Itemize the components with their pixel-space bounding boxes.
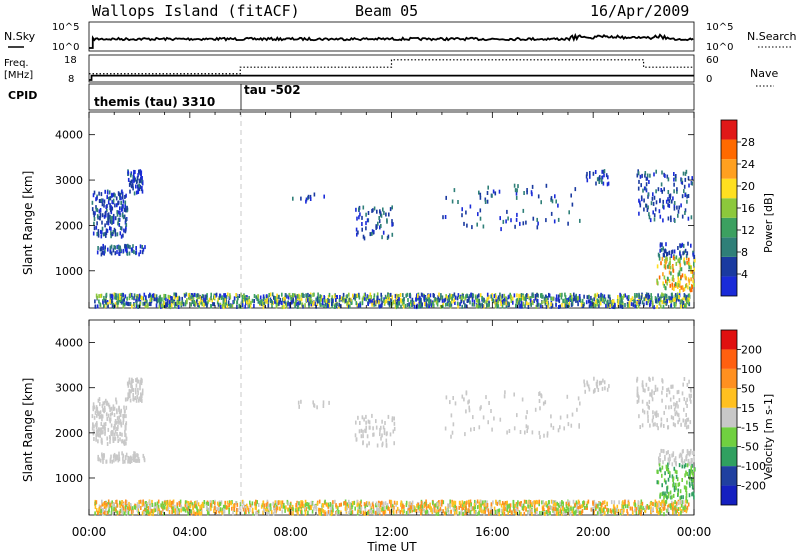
range-tick-label: 1000 [55,472,83,485]
beam-title: Beam 05 [355,2,418,20]
colorbar-swatch [721,349,737,369]
freq-tick-top: 18 [64,55,77,66]
frequency-panel: Freq. [MHz] 18 8 60 0 Nave [4,54,778,87]
colorbar-swatch [721,159,737,179]
velocity-colorbar: 200 100 50 15 -15 -50 -100 -200 [720,329,766,506]
velocity-panel: 1000 2000 3000 4000 Slant Range [km] 200 100… [21,319,775,554]
noise-panel: N.Sky 10^5 10^0 10^5 10^0 N.Search [4,21,797,53]
colorbar-swatch [721,330,737,350]
power-scatter [91,169,696,310]
time-tick-label: 08:00 [273,525,308,539]
colorbar-tick-label: 24 [741,158,755,171]
time-tick-label: 16:00 [475,525,510,539]
freq-label: Freq. [4,58,29,69]
colorbar-tick-label: 20 [741,180,755,193]
colorbar-tick-label: 8 [741,246,748,259]
colorbar-tick-label: 200 [741,343,762,356]
colorbar-swatch [721,485,737,505]
colorbar-swatch [721,466,737,486]
colorbar-swatch [721,446,737,467]
freq-series [89,74,694,81]
colorbar-tick-label: 12 [741,224,755,237]
range-tick-label: 1000 [55,265,83,278]
power-colorbar-label: Power [dB] [762,193,775,253]
noise-sky-series [89,32,694,49]
colorbar-swatch [721,198,737,218]
colorbar-swatch [721,388,737,408]
velocity-colorbar-label: Velocity [m s-1] [762,394,775,480]
velocity-ylabel: Slant Range [km] [21,378,35,482]
colorbar-swatch [721,120,737,140]
cpid-label: CPID [8,89,37,102]
time-axis-label: Time UT [366,540,417,554]
colorbar-tick-label: 100 [741,363,762,376]
nave-tick-top: 60 [706,55,719,66]
station-title: Wallops Island (fitACF) [92,2,300,20]
colorbar-tick-label: -200 [741,480,766,493]
colorbar-swatch [721,407,737,428]
range-tick-label: 3000 [55,174,83,187]
cpid-segment-2: tau -502 [244,83,301,97]
range-tick-label: 3000 [55,382,83,395]
colorbar-tick-label: -100 [741,460,766,473]
nave-tick-bottom: 0 [706,74,712,85]
time-tick-label: 20:00 [576,525,611,539]
velocity-scatter [91,376,696,517]
colorbar-swatch [721,178,737,199]
colorbar-swatch [721,217,737,238]
freq-unit: [MHz] [4,70,33,81]
noise-left-tick-bottom: 10^0 [52,42,79,53]
colorbar-swatch [721,276,737,296]
colorbar-swatch [721,139,737,160]
noise-right-tick-bottom: 10^0 [706,42,733,53]
range-tick-label: 2000 [55,219,83,232]
colorbar-tick-label: 16 [741,202,755,215]
noise-right-tick-top: 10^5 [706,22,733,33]
colorbar-tick-label: 50 [741,382,755,395]
cpid-segment-1: themis (tau) 3310 [94,95,215,109]
colorbar-tick-label: 15 [741,402,755,415]
colorbar-swatch [721,427,737,447]
time-tick-label: 12:00 [374,525,409,539]
time-tick-label: 00:00 [72,525,107,539]
noise-left-label: N.Sky [4,30,36,43]
colorbar-tick-label: 28 [741,136,755,149]
power-ylabel: Slant Range [km] [21,171,35,275]
cpid-panel: CPID themis (tau) 3310 tau -502 [8,83,695,111]
nave-series [89,59,694,75]
colorbar-tick-label: 4 [741,268,748,281]
colorbar-swatch [721,256,737,277]
nave-label: Nave [750,67,778,80]
colorbar-swatch [721,368,737,389]
range-tick-label: 2000 [55,427,83,440]
time-tick-label: 00:00 [677,525,712,539]
colorbar-tick-label: -15 [741,421,759,434]
date-title: 16/Apr/2009 [590,2,689,20]
colorbar-tick-label: -50 [741,441,759,454]
noise-left-tick-top: 10^5 [52,22,79,33]
power-colorbar: 4 8 12 16 20 24 28 [720,119,755,297]
colorbar-swatch [721,237,737,257]
range-tick-label: 4000 [55,337,83,350]
range-tick-label: 4000 [55,129,83,142]
noise-right-label: N.Search [747,30,797,43]
power-panel: 1000 2000 3000 4000 Slant Range [km] 4 8 12 16… [21,111,775,310]
freq-tick-bottom: 8 [68,74,74,85]
time-tick-label: 04:00 [173,525,208,539]
